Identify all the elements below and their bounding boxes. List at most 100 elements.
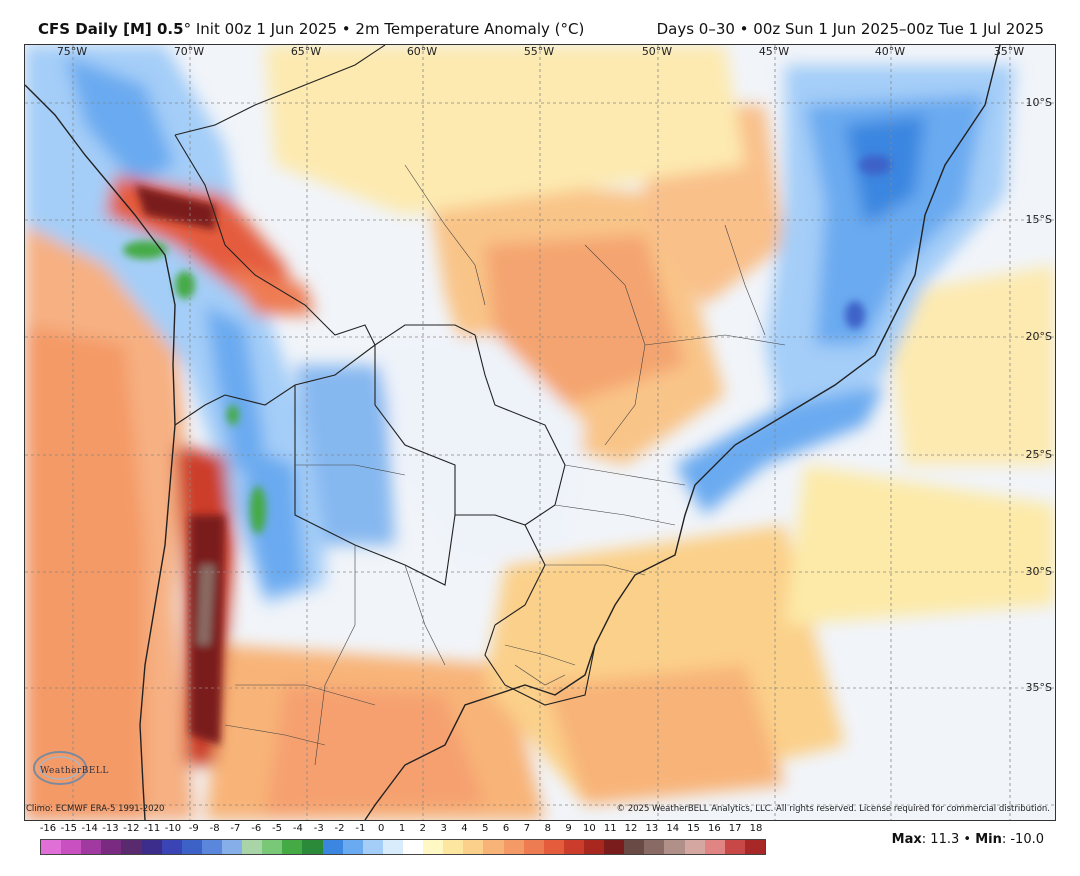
lon-label: 55°W (523, 45, 555, 58)
min-value: -10.0 (1010, 832, 1044, 847)
colorbar-cell (423, 840, 444, 854)
colorbar-cell (724, 840, 745, 854)
lon-label: 35°W (993, 45, 1025, 58)
colorbar-tick-label: -9 (188, 823, 199, 834)
max-min-readout: Max: 11.3 • Min: -10.0 (891, 832, 1044, 847)
colorbar-cell (604, 840, 625, 854)
lon-label: 50°W (641, 45, 673, 58)
model-name: CFS Daily [M] 0.5 (38, 20, 184, 38)
colorbar-tick-label: -13 (102, 823, 119, 834)
colorbar-tick-label: 13 (645, 823, 659, 834)
colorbar-tick-label: 10 (583, 823, 596, 834)
colorbar-cell (141, 840, 162, 854)
colorbar-cell (181, 840, 202, 854)
colorbar (40, 839, 766, 855)
colorbar-tick-label: -16 (39, 823, 57, 834)
colorbar-cell (41, 840, 62, 854)
map-canvas (25, 45, 1055, 820)
colorbar-ticks: -16 -15 -14 -13 -12 -11 -10 -9 -8 -7 -6 -5 -4 -3 -2 -1 0… (40, 823, 764, 837)
colorbar-tick-label: -12 (123, 823, 140, 834)
colorbar-tick-label: -10 (164, 823, 182, 834)
colorbar-tick-label: -7 (230, 823, 241, 834)
min-label: Min (975, 832, 1002, 847)
colorbar-cell (121, 840, 142, 854)
colorbar-cell (583, 840, 605, 854)
colorbar-cell (161, 840, 182, 854)
lat-label: 35°S (1025, 681, 1052, 694)
lat-label: 25°S (1025, 448, 1052, 461)
colorbar-cell (684, 840, 705, 854)
map-title: CFS Daily [M] 0.5° Init 00z 1 Jun 2025 •… (38, 20, 584, 38)
colorbar-tick-label: -15 (60, 823, 77, 834)
colorbar-tick-label: 8 (544, 823, 551, 834)
lat-label: 20°S (1025, 330, 1052, 343)
colorbar-tick-label: -4 (292, 823, 303, 834)
colorbar-tick-label: 4 (461, 823, 468, 834)
lon-label: 45°W (758, 45, 790, 58)
colorbar-tick-label: -2 (334, 823, 345, 834)
climatology-note: Climo: ECMWF ERA-5 1991-2020 (26, 804, 165, 814)
colorbar-cell (744, 840, 765, 854)
colorbar-tick-label: 16 (707, 823, 721, 834)
colorbar-cell (704, 840, 725, 854)
colorbar-tick-label: -8 (209, 823, 220, 834)
colorbar-tick-label: 11 (603, 823, 617, 834)
max-label: Max (891, 832, 922, 847)
lon-label: 65°W (290, 45, 322, 58)
colorbar-cell (362, 840, 383, 854)
colorbar-tick-label: -14 (81, 823, 98, 834)
colorbar-cell (221, 840, 243, 854)
colorbar-cell (201, 840, 222, 854)
colorbar-tick-label: 18 (749, 823, 763, 834)
colorbar-cell (402, 840, 424, 854)
colorbar-tick-label: 15 (687, 823, 700, 834)
colorbar-cell (624, 840, 645, 854)
lon-label: 70°W (173, 45, 205, 58)
logo-text: WeatherBELL (40, 766, 109, 776)
weatherbell-logo (33, 751, 87, 785)
colorbar-tick-label: 0 (377, 823, 385, 834)
colorbar-tick-label: -5 (272, 823, 283, 834)
lon-label: 75°W (56, 45, 88, 58)
colorbar-cell (543, 840, 564, 854)
colorbar-tick-label: 3 (440, 823, 447, 834)
colorbar-cell (463, 840, 484, 854)
colorbar-tick-label: 6 (502, 823, 510, 834)
colorbar-cell (563, 840, 584, 854)
colorbar-cell (644, 840, 665, 854)
colorbar-cell (503, 840, 524, 854)
colorbar-cell (262, 840, 283, 854)
colorbar-cell (483, 840, 504, 854)
forecast-period: Days 0–30 • 00z Sun 1 Jun 2025–00z Tue 1… (656, 20, 1044, 38)
colorbar-cell (342, 840, 363, 854)
lon-label: 60°W (406, 45, 438, 58)
max-value: 11.3 (930, 832, 960, 847)
colorbar-tick-label: 2 (419, 823, 426, 834)
lat-label: 15°S (1025, 213, 1052, 226)
colorbar-cell (664, 840, 685, 854)
colorbar-cell (81, 840, 102, 854)
colorbar-cell (382, 840, 403, 854)
lat-label: 10°S (1025, 96, 1052, 109)
colorbar-tick-label: 12 (624, 823, 638, 834)
state-borders (224, 164, 786, 766)
colorbar-cell (242, 840, 263, 854)
colorbar-tick-label: 5 (482, 823, 489, 834)
colorbar-cell (523, 840, 544, 854)
colorbar-tick-label: 14 (666, 823, 680, 834)
colorbar-tick-label: 1 (398, 823, 406, 834)
copyright-notice: © 2025 WeatherBELL Analytics, LLC. All r… (616, 804, 1050, 814)
anomaly-extremes (123, 155, 891, 745)
colorbar-cell (101, 840, 122, 854)
temperature-anomaly-map (24, 44, 1056, 821)
colorbar-tick-label: -1 (355, 823, 366, 834)
colorbar-tick-label: -6 (251, 823, 262, 834)
colorbar-tick-label: -3 (313, 823, 324, 834)
lon-label: 40°W (874, 45, 906, 58)
colorbar-tick-label: 9 (565, 823, 572, 834)
colorbar-tick-label: 17 (728, 823, 742, 834)
country-borders (174, 45, 596, 706)
colorbar-cell (443, 840, 464, 854)
colorbar-cell (282, 840, 303, 854)
colorbar-tick-label: -11 (143, 823, 161, 834)
